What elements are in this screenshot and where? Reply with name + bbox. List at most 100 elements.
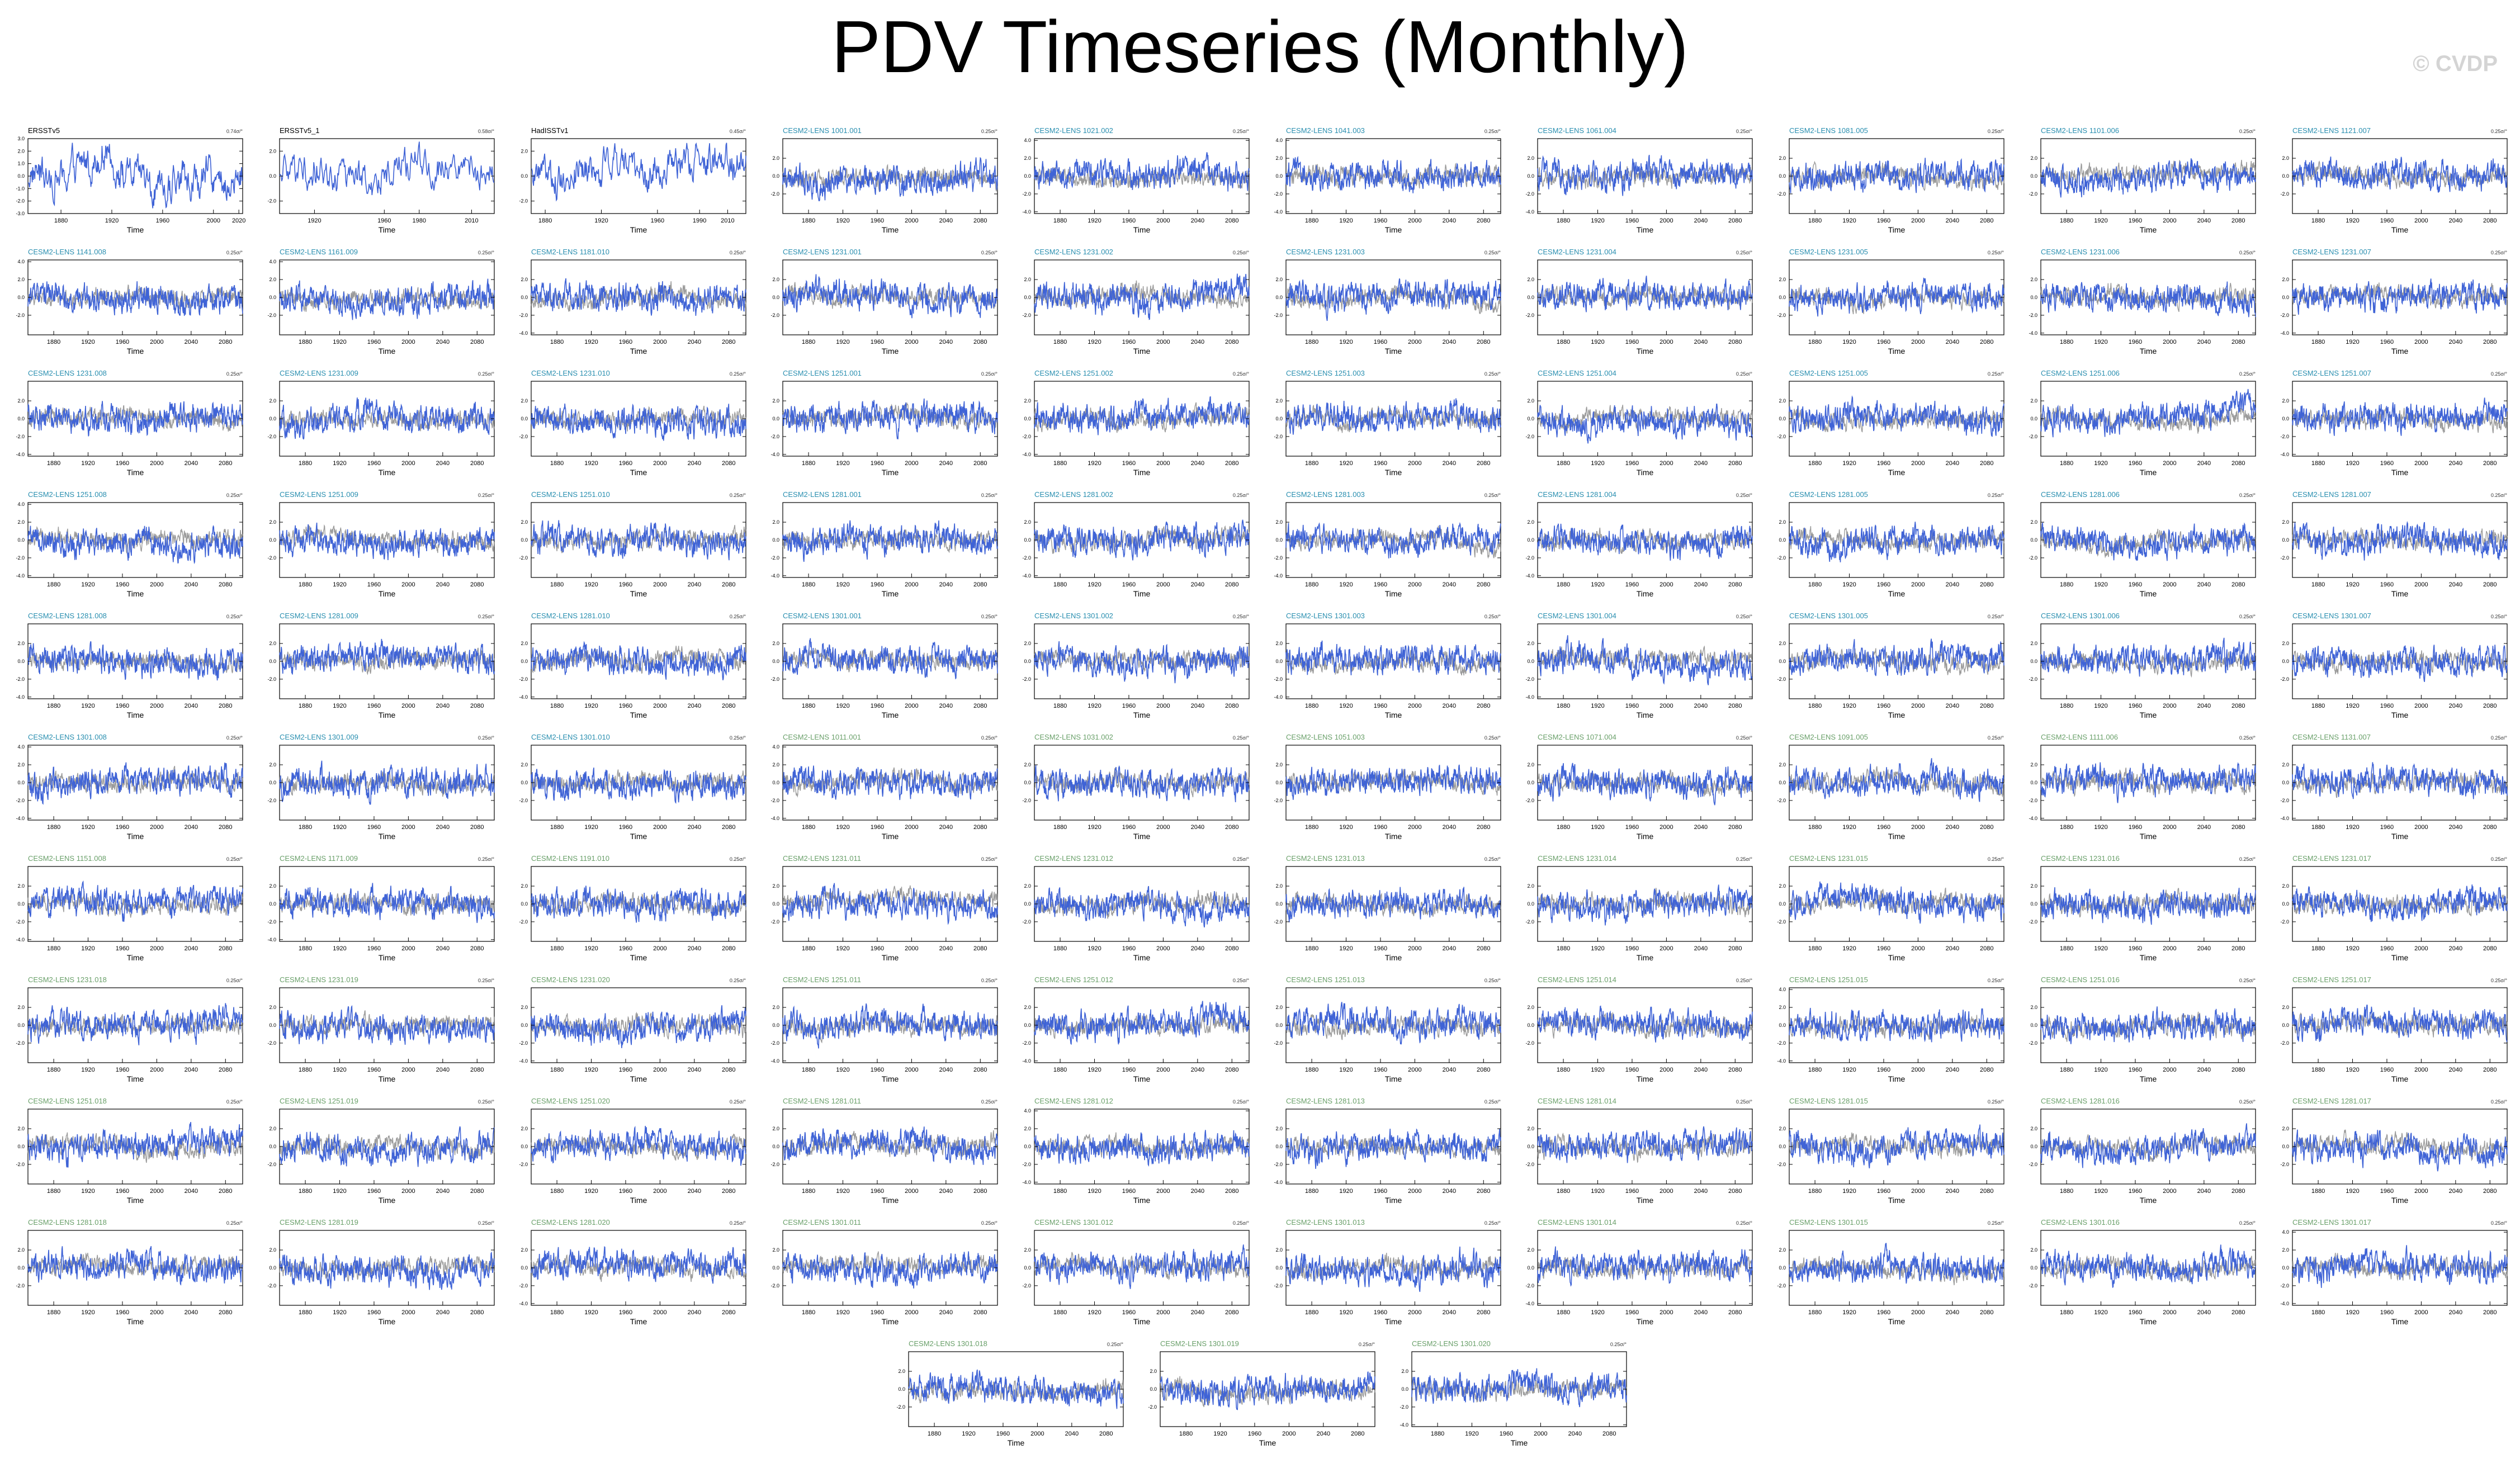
y-tick-label: 0.0 xyxy=(269,295,276,300)
x-tick-label: 1960 xyxy=(367,1067,381,1073)
y-tick-label: -4.0 xyxy=(1274,209,1283,215)
y-tick-label: 2.0 xyxy=(1275,1005,1283,1010)
x-tick-label: 1960 xyxy=(1877,460,1890,467)
series-line xyxy=(531,520,746,561)
x-tick-label: 2000 xyxy=(1156,1188,1170,1195)
x-tick-label: 1920 xyxy=(333,1067,346,1073)
x-tick-label: 1960 xyxy=(1122,1067,1136,1073)
x-tick-label: 1880 xyxy=(1557,460,1570,467)
x-axis-label: Time xyxy=(2140,468,2157,477)
x-axis-label: Time xyxy=(127,589,144,598)
y-tick-label: -2.0 xyxy=(267,798,276,803)
x-tick-label: 2000 xyxy=(2163,1067,2176,1073)
panel-trend: 0.25σ/° xyxy=(1988,1220,2004,1226)
y-tick-label: 2.0 xyxy=(1527,155,1534,161)
panel-trend: 0.25σ/° xyxy=(1988,735,2004,741)
panel: CESM2-LENS 1301.014 0.25σ/°2.00.0-2.0-4.0… xyxy=(1525,1218,1753,1326)
x-tick-label: 2080 xyxy=(1728,217,1742,224)
x-tick-label: 1920 xyxy=(2346,581,2359,588)
y-tick-label: -2.0 xyxy=(2280,312,2289,318)
x-tick-label: 2040 xyxy=(1694,339,1708,345)
y-tick-label: 2.0 xyxy=(1779,641,1786,646)
panel-title: CESM2-LENS 1251.010 xyxy=(531,490,610,499)
y-tick-label: 0.0 xyxy=(1275,1022,1283,1028)
x-tick-label: 2040 xyxy=(1191,339,1204,345)
panel-title: CESM2-LENS 1231.013 xyxy=(1286,854,1365,863)
y-tick-label: -4.0 xyxy=(1022,452,1031,457)
series-line xyxy=(1789,1007,2004,1043)
x-tick-label: 2040 xyxy=(939,581,953,588)
y-tick-label: 0.0 xyxy=(269,780,276,785)
x-axis-label: Time xyxy=(1008,1438,1025,1447)
x-tick-label: 2080 xyxy=(1980,703,1993,709)
panel-title: CESM2-LENS 1251.016 xyxy=(2041,975,2120,984)
x-tick-label: 2000 xyxy=(905,339,918,345)
panel: CESM2-LENS 1281.015 0.25σ/°2.00.0-2.01880… xyxy=(1777,1097,2004,1205)
y-tick-label: 0.0 xyxy=(17,295,25,300)
x-tick-label: 1880 xyxy=(1305,1067,1318,1073)
x-tick-label: 1960 xyxy=(1625,824,1639,831)
x-tick-label: 2040 xyxy=(1946,339,1959,345)
panel-trend: 0.25σ/° xyxy=(1988,250,2004,255)
x-tick-label: 1920 xyxy=(1842,945,1856,952)
x-tick-label: 1960 xyxy=(367,339,381,345)
x-tick-label: 2020 xyxy=(232,217,245,224)
x-tick-label: 1880 xyxy=(2060,824,2073,831)
panel-title: CESM2-LENS 1301.005 xyxy=(1789,612,1868,620)
panel: CESM2-LENS 1251.015 0.25σ/°4.02.00.0-2.0-… xyxy=(1777,975,2004,1083)
series-line xyxy=(1034,152,1250,192)
panel-trend: 0.25σ/° xyxy=(1736,492,1753,498)
x-tick-label: 1960 xyxy=(116,1309,129,1316)
panel: CESM2-LENS 1231.003 0.25σ/°2.00.0-2.01880… xyxy=(1274,248,1501,356)
x-tick-label: 1960 xyxy=(1625,339,1639,345)
y-tick-label: 2.0 xyxy=(1527,277,1534,282)
x-tick-label: 2000 xyxy=(401,1188,415,1195)
series-line xyxy=(2292,397,2508,436)
panel: CESM2-LENS 1301.001 0.25σ/°2.00.0-2.01880… xyxy=(770,612,998,719)
y-tick-label: 2.0 xyxy=(1275,398,1283,404)
y-tick-label: 0.0 xyxy=(1527,901,1534,907)
x-tick-label: 1920 xyxy=(1213,1431,1227,1437)
x-tick-label: 2080 xyxy=(1728,1309,1742,1316)
x-tick-label: 1880 xyxy=(550,703,564,709)
x-tick-label: 2000 xyxy=(150,1067,163,1073)
y-tick-label: -2.0 xyxy=(267,1162,276,1167)
y-tick-label: -2.0 xyxy=(2280,919,2289,925)
x-tick-label: 2000 xyxy=(1911,1309,1925,1316)
x-tick-label: 2080 xyxy=(973,824,987,831)
x-tick-label: 2040 xyxy=(939,703,953,709)
x-tick-label: 2000 xyxy=(1659,1309,1673,1316)
x-tick-label: 2000 xyxy=(401,945,415,952)
x-tick-label: 2000 xyxy=(1408,339,1421,345)
x-tick-label: 1960 xyxy=(1374,703,1387,709)
x-tick-label: 1960 xyxy=(2129,1309,2142,1316)
x-tick-label: 2040 xyxy=(1568,1431,1582,1437)
panel: CESM2-LENS 1281.014 0.25σ/°2.00.0-2.01880… xyxy=(1525,1097,1753,1205)
y-tick-label: 0.0 xyxy=(269,901,276,907)
x-tick-label: 2000 xyxy=(1659,339,1673,345)
panel: CESM2-LENS 1161.009 0.25σ/°4.02.00.0-2.01… xyxy=(267,248,495,356)
x-tick-label: 1920 xyxy=(81,824,94,831)
y-tick-label: 0.0 xyxy=(1275,295,1283,300)
y-tick-label: 0.0 xyxy=(17,780,25,785)
x-tick-label: 2040 xyxy=(2197,460,2211,467)
panel: CESM2-LENS 1301.016 0.25σ/°2.00.0-2.01880… xyxy=(2029,1218,2256,1326)
x-axis-label: Time xyxy=(1259,1438,1276,1447)
panel-title: CESM2-LENS 1101.006 xyxy=(2041,126,2119,135)
x-tick-label: 1880 xyxy=(47,1309,60,1316)
y-tick-label: 2.0 xyxy=(1401,1368,1408,1374)
x-tick-label: 1960 xyxy=(1877,1188,1890,1195)
x-tick-label: 2000 xyxy=(1911,339,1925,345)
y-tick-label: 0.0 xyxy=(2282,1022,2289,1028)
y-tick-label: 0.0 xyxy=(1024,1022,1031,1028)
x-tick-label: 2040 xyxy=(185,1188,198,1195)
series-line xyxy=(2292,156,2508,193)
x-tick-label: 1880 xyxy=(802,1309,815,1316)
y-tick-label: -2.0 xyxy=(267,198,276,204)
panel: CESM2-LENS 1101.006 0.25σ/°2.00.0-2.01880… xyxy=(2029,126,2256,234)
y-tick-label: -4.0 xyxy=(1525,694,1534,700)
series-line xyxy=(279,638,495,675)
panel: CESM2-LENS 1301.009 0.25σ/°2.00.0-2.01880… xyxy=(267,733,495,841)
series-line xyxy=(27,525,243,565)
panel: CESM2-LENS 1281.005 0.25σ/°2.00.0-2.01880… xyxy=(1777,490,2004,598)
